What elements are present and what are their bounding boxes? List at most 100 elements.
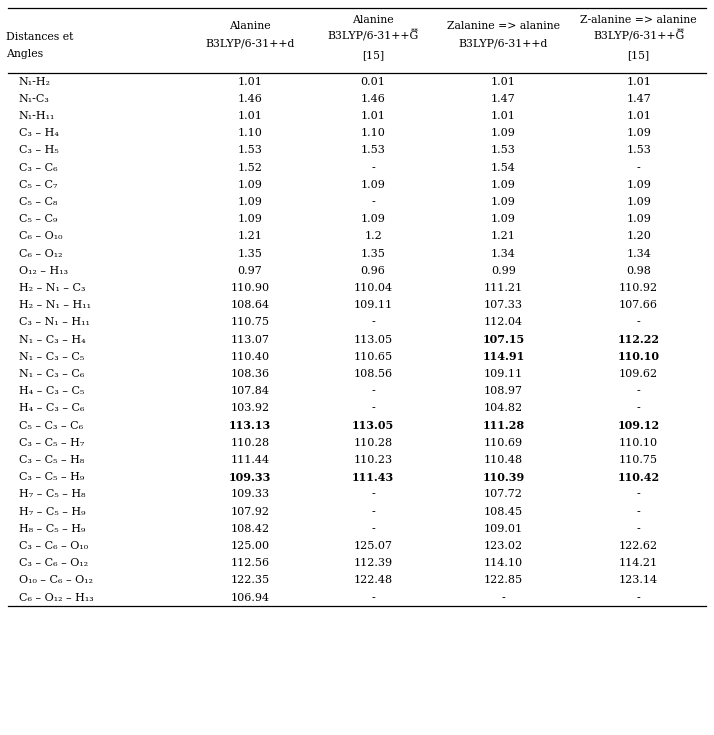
Text: 1.09: 1.09 <box>626 180 651 190</box>
Text: 110.40: 110.40 <box>231 352 269 362</box>
Text: -: - <box>371 490 375 499</box>
Text: -: - <box>371 506 375 517</box>
Text: 113.07: 113.07 <box>231 334 269 345</box>
Text: -: - <box>637 524 640 534</box>
Text: -: - <box>371 318 375 327</box>
Text: 122.48: 122.48 <box>353 576 393 585</box>
Text: 1.53: 1.53 <box>361 146 386 155</box>
Text: Alanine: Alanine <box>229 21 271 31</box>
Text: 112.04: 112.04 <box>484 318 523 327</box>
Text: H₇ – C₅ – H₈: H₇ – C₅ – H₈ <box>19 490 85 499</box>
Text: C₃ – C₅ – H₉: C₃ – C₅ – H₉ <box>19 472 84 482</box>
Text: 1.01: 1.01 <box>626 76 651 87</box>
Text: 112.39: 112.39 <box>353 558 393 568</box>
Text: 109.11: 109.11 <box>353 300 393 310</box>
Text: B3LYP/6-31++G: B3LYP/6-31++G <box>593 31 684 41</box>
Text: C₆ – O₁₂ – H₁₃: C₆ – O₁₂ – H₁₃ <box>19 592 94 603</box>
Text: 1.09: 1.09 <box>626 128 651 138</box>
Text: 0.99: 0.99 <box>491 266 516 276</box>
Text: -: - <box>637 404 640 413</box>
Text: C₃ – C₆ – O₁₀: C₃ – C₆ – O₁₀ <box>19 541 88 551</box>
Text: 122.62: 122.62 <box>619 541 658 551</box>
Text: 110.42: 110.42 <box>618 472 660 483</box>
Text: 110.28: 110.28 <box>353 438 393 448</box>
Text: 112.22: 112.22 <box>618 334 660 345</box>
Text: Zalanine => alanine: Zalanine => alanine <box>447 21 560 31</box>
Text: [15]: [15] <box>362 51 384 60</box>
Text: 103.92: 103.92 <box>231 404 269 413</box>
Text: 1.21: 1.21 <box>238 232 262 241</box>
Text: 1.46: 1.46 <box>238 94 262 104</box>
Text: -: - <box>637 318 640 327</box>
Text: 1.09: 1.09 <box>626 197 651 207</box>
Text: 110.90: 110.90 <box>231 283 269 293</box>
Text: -: - <box>371 524 375 534</box>
Text: 1.20: 1.20 <box>626 232 651 241</box>
Text: 1.53: 1.53 <box>238 146 262 155</box>
Text: H₇ – C₅ – H₉: H₇ – C₅ – H₉ <box>19 506 85 517</box>
Text: N₁ – C₃ – C₆: N₁ – C₃ – C₆ <box>19 369 84 379</box>
Text: 1.09: 1.09 <box>238 197 262 207</box>
Text: 1.09: 1.09 <box>626 214 651 224</box>
Text: 122.85: 122.85 <box>484 576 523 585</box>
Text: 1.54: 1.54 <box>491 162 516 173</box>
Text: -: - <box>371 592 375 603</box>
Text: C₆ – O₁₂: C₆ – O₁₂ <box>19 248 62 259</box>
Text: 1.09: 1.09 <box>491 180 516 190</box>
Text: 123.02: 123.02 <box>484 541 523 551</box>
Text: 1.09: 1.09 <box>238 214 262 224</box>
Text: -: - <box>637 506 640 517</box>
Text: 111.28: 111.28 <box>483 420 524 431</box>
Text: 1.2: 1.2 <box>364 232 382 241</box>
Text: C₃ – C₆: C₃ – C₆ <box>19 162 57 173</box>
Text: 107.15: 107.15 <box>482 334 525 345</box>
Text: 1.09: 1.09 <box>491 197 516 207</box>
Text: 1.09: 1.09 <box>361 180 386 190</box>
Text: 104.82: 104.82 <box>484 404 523 413</box>
Text: N₁ – C₃ – C₅: N₁ – C₃ – C₅ <box>19 352 84 362</box>
Text: 1.35: 1.35 <box>361 248 386 259</box>
Text: 108.56: 108.56 <box>353 369 393 379</box>
Text: C₃ – C₅ – H₈: C₃ – C₅ – H₈ <box>19 455 84 465</box>
Text: C₃ – N₁ – H₁₁: C₃ – N₁ – H₁₁ <box>19 318 89 327</box>
Text: 1.09: 1.09 <box>491 214 516 224</box>
Text: 110.39: 110.39 <box>482 472 525 483</box>
Text: B3LYP/6-31++d: B3LYP/6-31++d <box>458 39 548 49</box>
Text: 0.96: 0.96 <box>361 266 386 276</box>
Text: C₅ – C₈: C₅ – C₈ <box>19 197 57 207</box>
Text: H₄ – C₃ – C₆: H₄ – C₃ – C₆ <box>19 404 84 413</box>
Text: 1.53: 1.53 <box>491 146 516 155</box>
Text: N₁-H₂: N₁-H₂ <box>19 76 51 87</box>
Text: 1.34: 1.34 <box>626 248 651 259</box>
Text: 1.47: 1.47 <box>491 94 516 104</box>
Text: H₂ – N₁ – C₃: H₂ – N₁ – C₃ <box>19 283 85 293</box>
Text: 113.05: 113.05 <box>353 334 393 345</box>
Text: -: - <box>371 162 375 173</box>
Text: 0.98: 0.98 <box>626 266 651 276</box>
Text: 110.75: 110.75 <box>231 318 269 327</box>
Text: 110.10: 110.10 <box>619 438 658 448</box>
Text: 109.33: 109.33 <box>231 490 269 499</box>
Text: 1.01: 1.01 <box>491 76 516 87</box>
Text: B3LYP/6-31++d: B3LYP/6-31++d <box>205 39 295 49</box>
Text: 1.01: 1.01 <box>491 111 516 121</box>
Text: 108.42: 108.42 <box>231 524 269 534</box>
Text: 1.34: 1.34 <box>491 248 516 259</box>
Text: 1.10: 1.10 <box>361 128 386 138</box>
Text: 110.69: 110.69 <box>484 438 523 448</box>
Text: 112.56: 112.56 <box>231 558 269 568</box>
Text: 106.94: 106.94 <box>231 592 269 603</box>
Text: C₃ – H₄: C₃ – H₄ <box>19 128 59 138</box>
Text: 1.10: 1.10 <box>238 128 262 138</box>
Text: C₅ – C₉: C₅ – C₉ <box>19 214 57 224</box>
Text: 1.01: 1.01 <box>626 111 651 121</box>
Text: 1.53: 1.53 <box>626 146 651 155</box>
Text: 110.48: 110.48 <box>484 455 523 465</box>
Text: 122.35: 122.35 <box>231 576 269 585</box>
Text: 125.07: 125.07 <box>353 541 393 551</box>
Text: 1.52: 1.52 <box>238 162 262 173</box>
Text: 113.13: 113.13 <box>228 420 271 431</box>
Text: -: - <box>637 386 640 396</box>
Text: Angles: Angles <box>6 49 43 59</box>
Text: H₂ – N₁ – H₁₁: H₂ – N₁ – H₁₁ <box>19 300 91 310</box>
